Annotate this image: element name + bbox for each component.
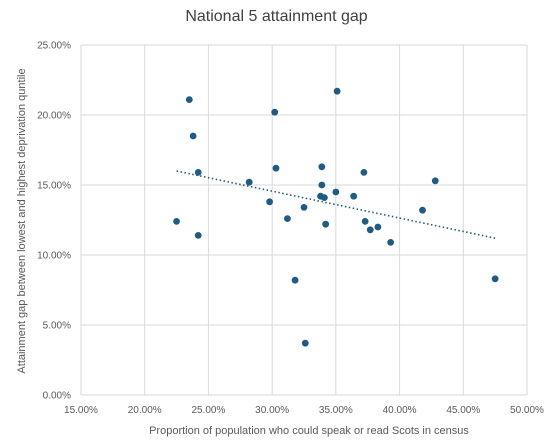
chart-title: National 5 attainment gap [185, 8, 368, 25]
data-point [301, 339, 309, 347]
data-point [291, 276, 299, 284]
data-point [271, 108, 279, 116]
x-tick-label: 50.00% [510, 405, 544, 416]
data-point [374, 223, 382, 231]
data-point [194, 232, 202, 239]
data-point [272, 164, 280, 172]
data-points [173, 87, 499, 347]
data-point [194, 169, 202, 176]
x-tick-label: 45.00% [446, 405, 480, 416]
y-axis-ticks: 0.00% 5.00% 10.00% 15.00% 20.00% 25.00% [37, 41, 71, 402]
data-point [322, 220, 330, 228]
data-point [360, 169, 368, 176]
y-tick-label: 15.00% [37, 181, 71, 192]
data-point [284, 215, 291, 223]
x-tick-label: 35.00% [319, 405, 353, 416]
data-point [318, 163, 326, 171]
y-tick-label: 5.00% [43, 321, 71, 332]
x-tick-label: 30.00% [255, 405, 289, 416]
y-tick-label: 0.00% [43, 391, 71, 402]
x-tick-label: 15.00% [64, 405, 98, 416]
data-point [318, 181, 326, 189]
data-point [333, 87, 341, 95]
x-tick-label: 40.00% [383, 405, 417, 416]
y-axis-label: Attainment gap between lowest and highes… [16, 68, 28, 373]
x-axis-label: Proportion of population who could speak… [149, 425, 469, 437]
data-point [173, 218, 180, 225]
data-point [419, 206, 426, 214]
y-tick-label: 20.00% [37, 111, 71, 122]
x-tick-label: 20.00% [128, 405, 162, 416]
data-point [350, 192, 358, 200]
data-point [387, 239, 395, 246]
x-axis-ticks: 15.00% 20.00% 25.00% 30.00% 35.00% 40.00% 45.0… [64, 405, 544, 416]
data-point [491, 275, 499, 283]
y-tick-label: 10.00% [37, 251, 71, 262]
x-tick-label: 25.00% [191, 405, 225, 416]
data-point [266, 198, 273, 206]
data-point [189, 132, 197, 140]
data-point [332, 188, 340, 196]
gridlines [80, 44, 528, 396]
data-point [361, 218, 369, 225]
data-point [245, 178, 253, 186]
data-point [366, 226, 374, 234]
data-point [431, 177, 439, 185]
y-tick-label: 25.00% [37, 41, 71, 52]
data-point [300, 204, 308, 211]
data-point [185, 96, 193, 103]
data-point [320, 194, 328, 202]
